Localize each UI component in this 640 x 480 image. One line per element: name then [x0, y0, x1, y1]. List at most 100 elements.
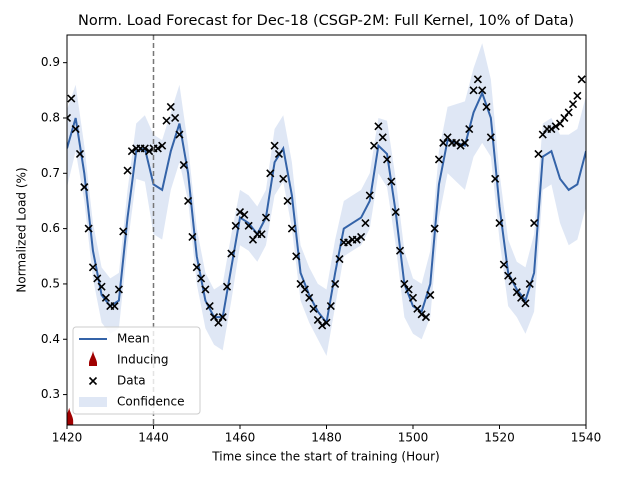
x-tick-label: 1540 [571, 431, 602, 445]
data-point [240, 210, 249, 219]
chart-title: Norm. Load Forecast for Dec-18 (CSGP-2M:… [78, 13, 574, 29]
data-point [222, 282, 232, 291]
data-point [201, 285, 210, 294]
data-point [382, 155, 392, 164]
data-point [179, 160, 188, 170]
data-point [512, 288, 521, 297]
data-point [421, 313, 431, 322]
data-point [171, 113, 180, 123]
data-point [84, 224, 93, 233]
data-point [443, 133, 452, 142]
data-point [287, 224, 296, 233]
inducing-point [67, 407, 74, 425]
data-point [248, 235, 258, 244]
data-point [573, 91, 582, 100]
y-tick-label: 0.5 [41, 276, 60, 290]
data-point [145, 147, 154, 156]
x-axis-label: Time since the start of training (Hour) [211, 450, 439, 464]
data-point [408, 293, 418, 302]
data-point [292, 252, 301, 261]
data-point [184, 196, 193, 206]
data-point [504, 271, 513, 280]
data-point [227, 249, 236, 258]
data-point [525, 279, 534, 289]
data-point [426, 290, 435, 300]
y-tick-label: 0.7 [41, 166, 60, 180]
data-point [370, 141, 379, 150]
data-point [555, 119, 565, 128]
data-point [71, 124, 80, 134]
y-tick-label: 0.3 [41, 387, 60, 401]
data-point [391, 207, 400, 217]
data-point [577, 75, 586, 84]
data-point [417, 310, 426, 319]
data-point [88, 263, 98, 272]
x-tick-label: 1480 [311, 431, 342, 445]
data-point [473, 75, 482, 84]
data-point [413, 304, 422, 313]
data-point [568, 100, 578, 109]
data-point [235, 207, 245, 217]
legend-label: Data [117, 374, 146, 388]
data-point [158, 141, 167, 150]
data-point [452, 138, 461, 147]
data-point [162, 116, 171, 125]
data-point [352, 235, 361, 244]
data-point [97, 282, 106, 291]
data-point [274, 149, 283, 159]
data-point [110, 301, 119, 311]
data-point [564, 108, 573, 117]
data-point [322, 318, 331, 327]
data-point [357, 232, 366, 241]
data-point [400, 279, 409, 289]
data-point [495, 219, 504, 228]
legend-label: Inducing [117, 353, 169, 367]
data-point [75, 149, 85, 159]
y-tick-label: 0.9 [41, 55, 60, 69]
data-point [114, 285, 123, 294]
data-point [378, 133, 387, 142]
data-point [93, 274, 102, 283]
x-tick-label: 1420 [52, 431, 83, 445]
x-tick-label: 1500 [398, 431, 429, 445]
data-point [430, 224, 439, 233]
data-point [387, 177, 396, 186]
data-point [395, 246, 405, 255]
data-point [153, 144, 162, 153]
data-point [404, 285, 413, 294]
data-point [119, 227, 128, 236]
data-point [551, 122, 560, 131]
y-axis-label: Normalized Load (%) [15, 167, 29, 292]
data-point [279, 174, 288, 183]
data-point [101, 293, 110, 302]
legend-label: Confidence [117, 395, 184, 409]
data-point [344, 238, 353, 247]
data-point [67, 94, 76, 103]
data-point [534, 149, 543, 159]
legend-data-swatch [88, 376, 98, 386]
data-point [283, 196, 292, 206]
data-point [326, 301, 335, 311]
plot-area [67, 43, 586, 425]
data-point [499, 260, 508, 269]
data-point [192, 263, 201, 272]
data-point [270, 141, 279, 150]
data-point [478, 86, 487, 95]
data-point [547, 124, 556, 134]
data-point [261, 213, 271, 222]
data-point [231, 221, 240, 230]
data-point [469, 86, 478, 95]
data-point [560, 113, 569, 123]
data-point [508, 277, 517, 286]
data-point [305, 293, 314, 302]
data-point [188, 232, 197, 241]
data-point [257, 230, 266, 239]
data-point [197, 274, 206, 283]
data-point [434, 155, 444, 164]
data-point [67, 113, 72, 123]
data-point [486, 133, 495, 142]
y-tick-label: 0.6 [41, 221, 60, 235]
data-point [309, 304, 318, 313]
x-tick-label: 1440 [138, 431, 169, 445]
